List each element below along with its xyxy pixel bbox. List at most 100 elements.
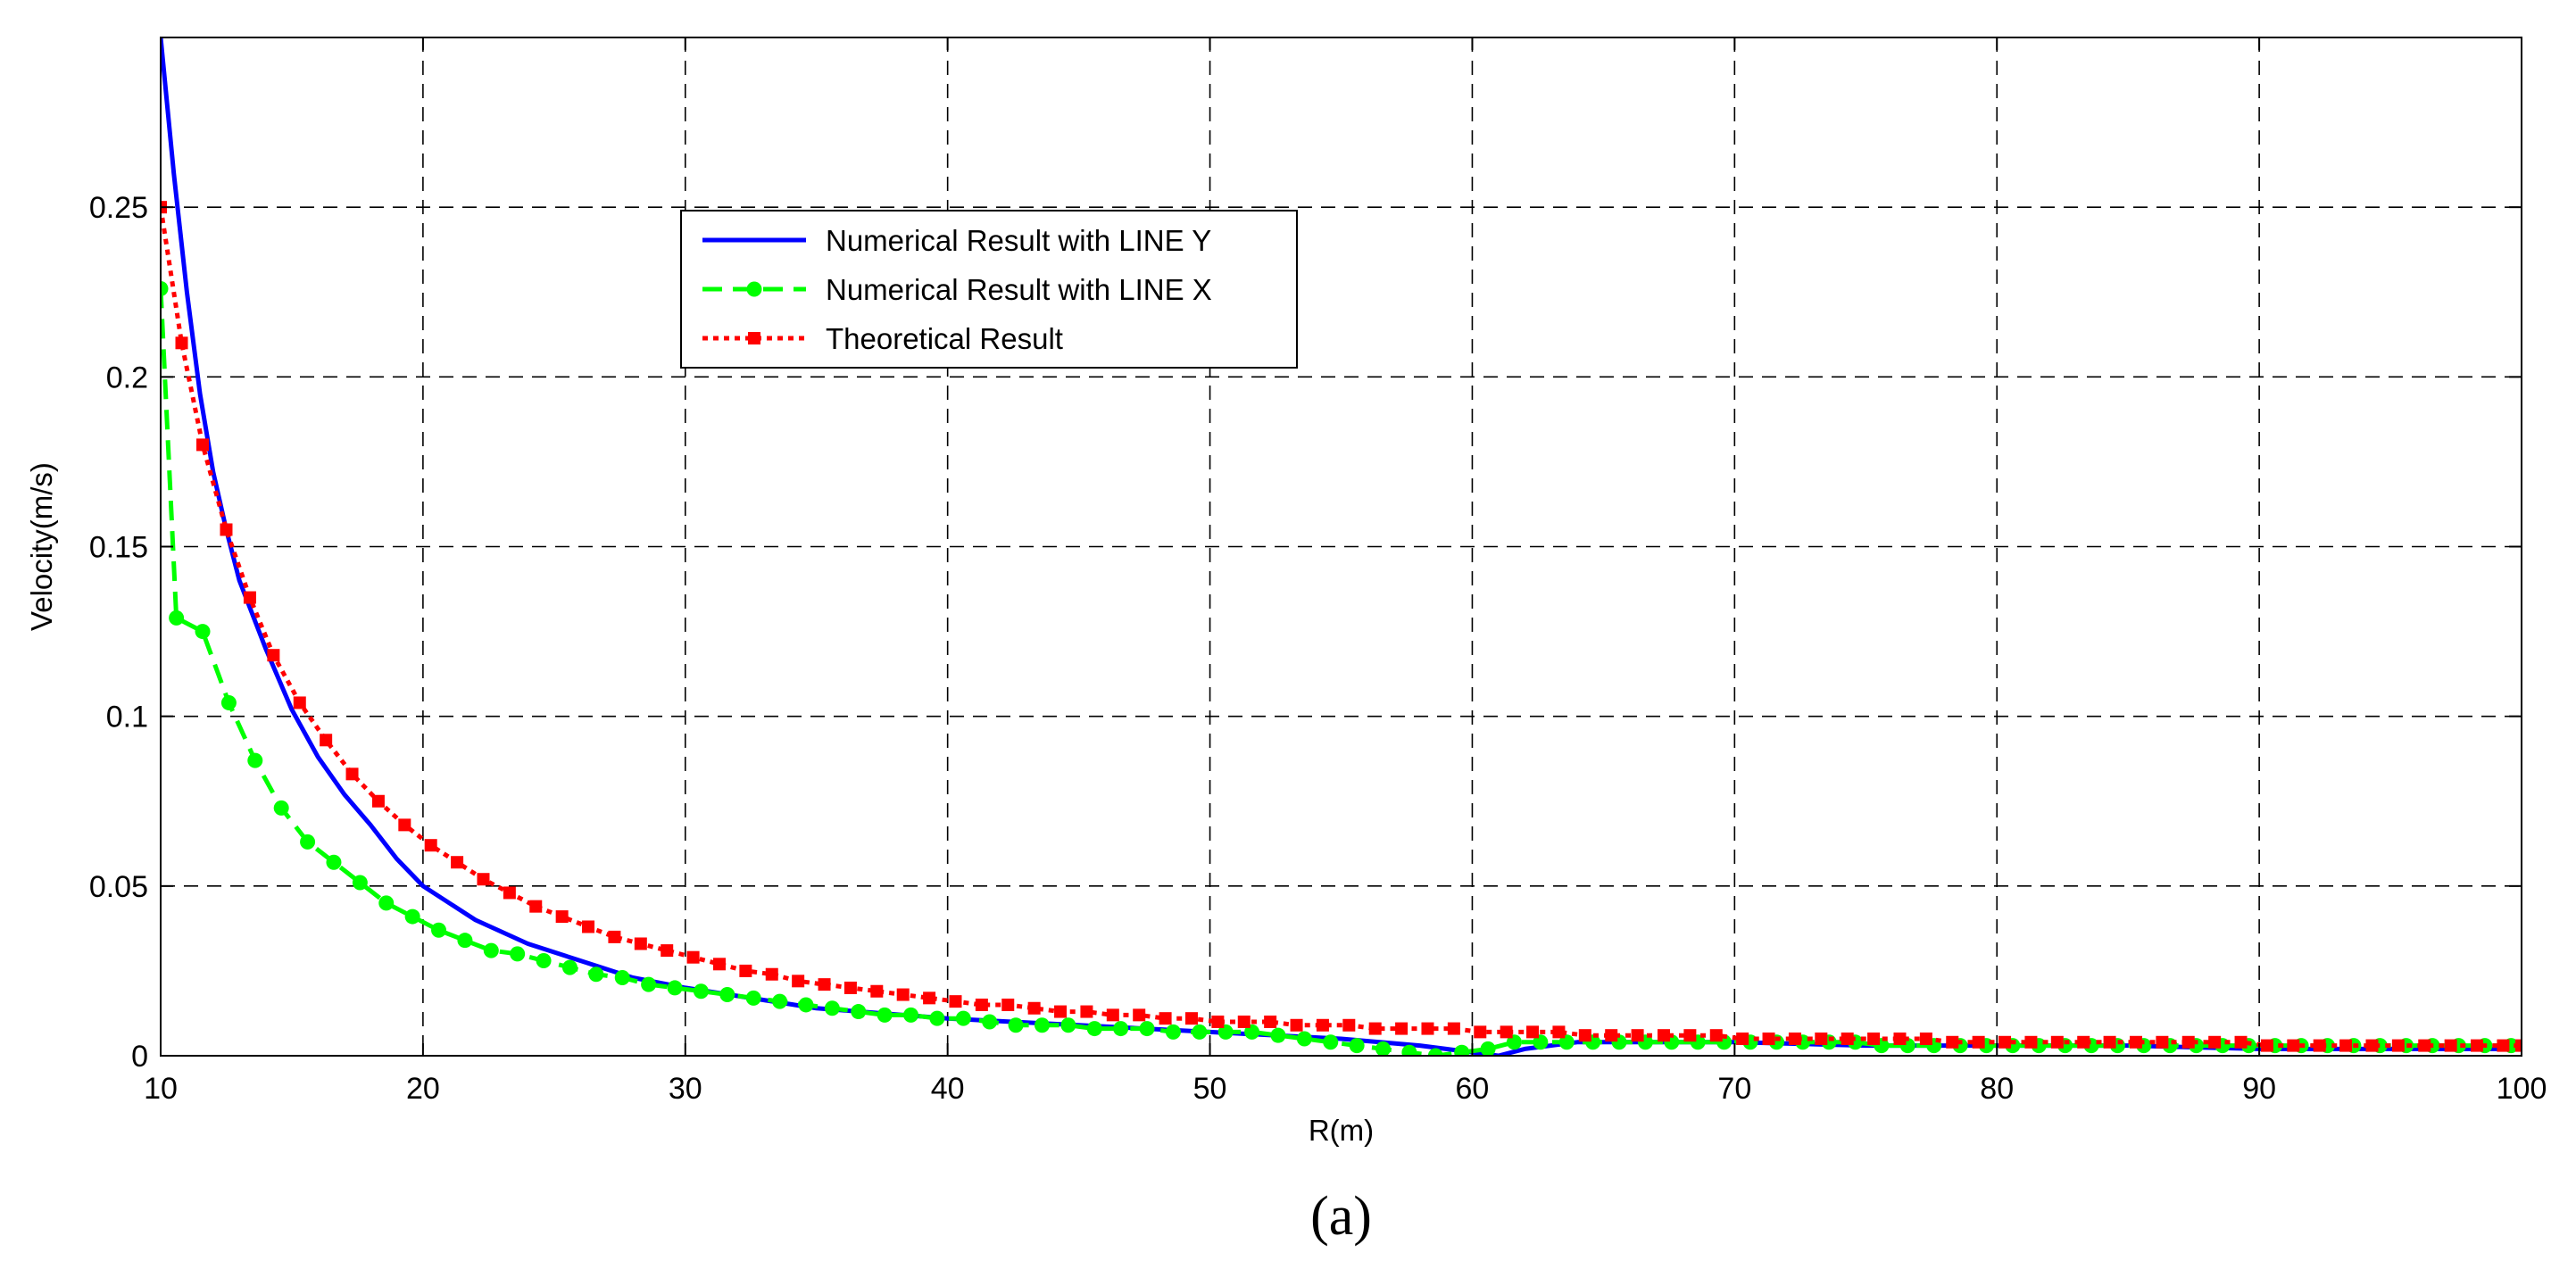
data-point [1631,1029,1644,1042]
data-point [1244,1024,1260,1040]
data-point [1558,1034,1575,1050]
data-point [798,997,814,1013]
x-tick-labels: 10 20 30 40 50 60 70 80 90 100 [144,1072,2547,1106]
data-point [719,987,735,1003]
data-point [1270,1027,1286,1043]
data-point [477,873,490,886]
data-point [1395,1022,1408,1035]
data-point [1264,1015,1277,1028]
data-point [1080,1005,1093,1018]
data-point [1736,1032,1749,1045]
data-point [483,942,499,958]
data-point [641,976,657,992]
data-point [1368,1022,1382,1035]
data-point [851,1004,867,1020]
data-point [431,922,447,938]
data-point [1506,1034,1522,1050]
data-point [424,839,437,852]
data-point [929,1010,945,1026]
data-point [175,336,188,350]
data-point [352,875,368,891]
legend-entry: Theoretical Result [702,322,1063,355]
data-point [614,970,630,986]
legend-label: Theoretical Result [826,322,1063,355]
data-point [2339,1039,2353,1052]
data-point [2024,1035,2038,1049]
data-point [2208,1035,2222,1049]
data-point [1893,1032,1907,1045]
data-point [693,983,709,1000]
data-point [1133,1008,1146,1022]
data-point [555,910,569,924]
data-point [2418,1039,2431,1052]
data-point [1034,1017,1050,1033]
data-point [955,1010,971,1026]
data-point [293,696,306,709]
data-point [1184,1012,1198,1025]
data-point [1447,1022,1460,1035]
data-point [196,438,210,452]
data-point [1159,1012,1172,1025]
figure-caption: (a) [1310,1186,1372,1247]
data-point [1919,1032,1932,1045]
x-tick-label: 90 [2242,1072,2276,1106]
data-point [1106,1008,1119,1022]
data-point [267,649,280,662]
data-point [2515,1039,2522,1052]
data-point [1657,1029,1670,1042]
x-tick-label: 80 [1980,1072,2014,1106]
data-point [949,995,962,1008]
data-point [745,990,761,1006]
grid [161,37,2522,1056]
data-point [588,966,604,983]
data-point [2050,1035,2064,1049]
data-point [220,694,237,710]
data-point [320,734,333,747]
data-point [877,1007,893,1023]
x-tick-label: 10 [144,1072,178,1106]
data-point [195,624,211,640]
data-point [503,886,516,900]
data-point [896,988,910,1001]
data-point [792,975,805,988]
series-layer [161,37,2522,1056]
y-tick-label: 0.2 [106,361,148,394]
data-point [1139,1021,1155,1037]
y-tick-label: 0.05 [89,870,148,904]
data-point [1946,1035,1959,1049]
data-point [686,950,700,964]
y-tick-label: 0.1 [106,701,148,734]
data-point [1296,1031,1312,1047]
data-point [457,933,473,949]
data-point [608,930,621,943]
data-point [326,854,342,870]
data-point [1086,1021,1102,1037]
data-point [2129,1035,2142,1049]
data-point [1192,1024,1208,1040]
y-tick-label: 0.25 [89,191,148,225]
data-point [1683,1029,1697,1042]
data-point [1972,1035,1985,1049]
data-point [982,1014,998,1030]
data-point [1375,1041,1392,1056]
data-point [870,984,884,998]
data-point [975,998,988,1011]
y-tick-label: 0.15 [89,531,148,565]
x-tick-label: 70 [1717,1072,1751,1106]
data-point [824,1000,840,1016]
data-point [2181,1035,2195,1049]
data-point [536,953,552,969]
data-point [843,981,857,994]
x-tick-label: 60 [1456,1072,1490,1106]
series-3 [161,201,2522,1052]
tick-marks [160,37,2522,1057]
data-point [1605,1029,1618,1042]
data-point [404,908,420,925]
data-point [561,959,578,975]
x-tick-label: 100 [2497,1072,2547,1106]
data-point [661,944,674,958]
data-point [273,800,289,816]
data-point [667,980,683,996]
data-point [529,900,543,913]
